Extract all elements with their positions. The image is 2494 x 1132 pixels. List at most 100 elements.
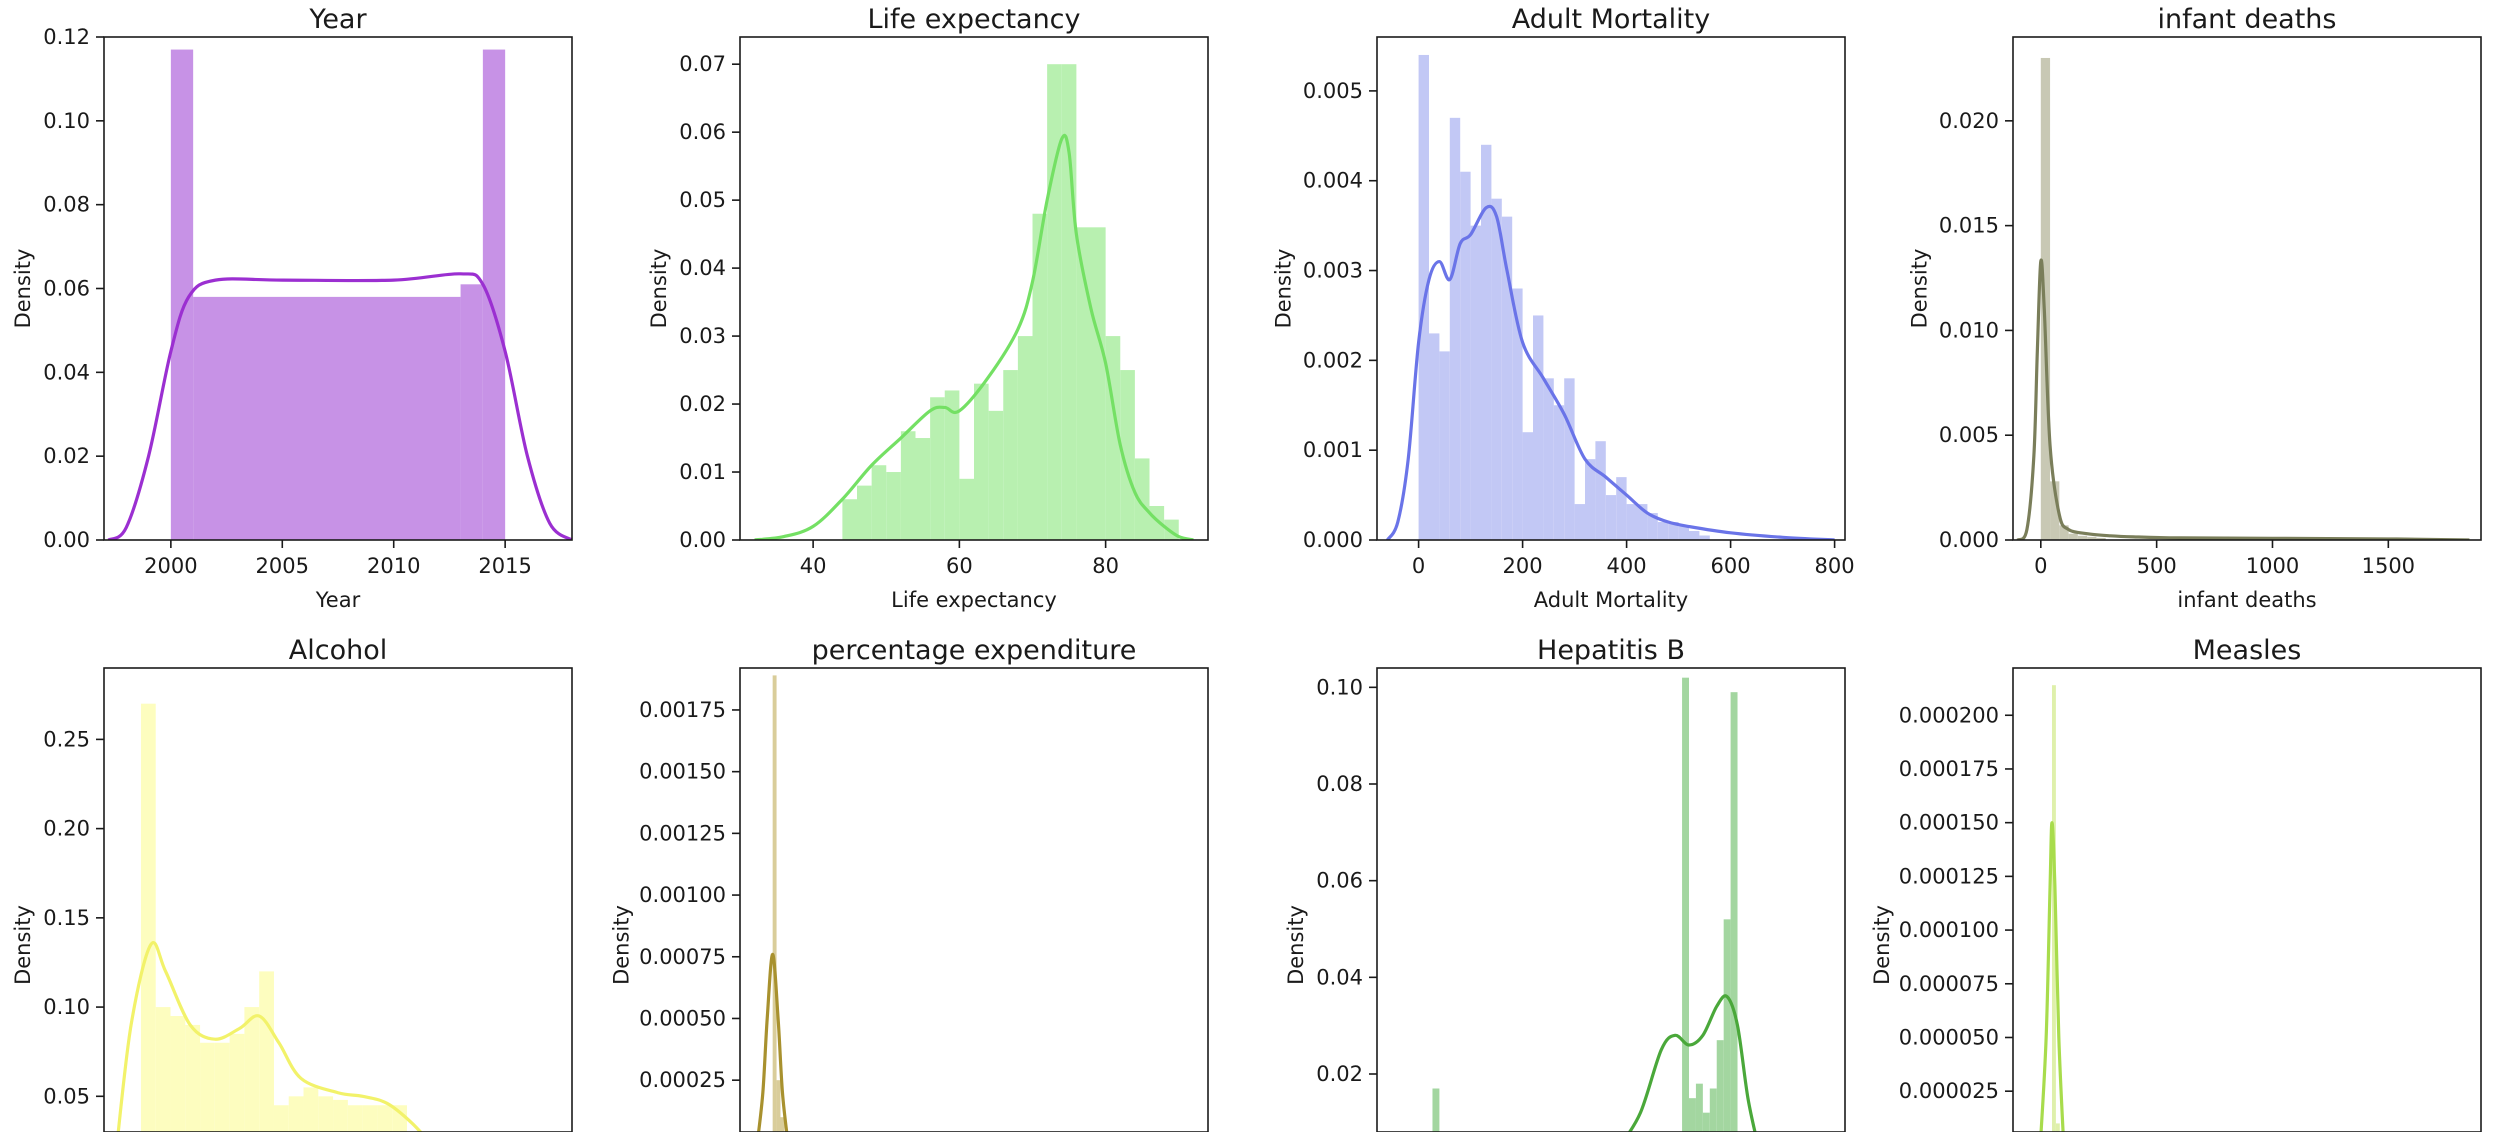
x-tick-label: 0 (1412, 554, 1425, 578)
y-tick-label: 0.04 (1316, 965, 1363, 989)
x-axis-label: infant deaths (2177, 588, 2316, 612)
histogram-bar (1657, 522, 1669, 540)
histogram-bar (1730, 692, 1738, 1132)
y-tick-label: 0.12 (43, 25, 90, 49)
y-tick-label: 0.07 (679, 52, 726, 76)
histogram-bar (303, 1087, 319, 1132)
histogram-bar (347, 1105, 363, 1132)
y-tick-label: 0.000075 (1899, 972, 1999, 996)
histogram-bar (482, 49, 506, 540)
x-axis-label: Year (315, 588, 361, 612)
histogram-bar (2050, 481, 2060, 540)
histogram-bar (1047, 64, 1062, 540)
histogram-bar (1460, 171, 1471, 540)
x-tick-label: 600 (1711, 554, 1751, 578)
histogram-bar (1709, 1088, 1717, 1132)
y-tick-label: 0.02 (43, 444, 90, 468)
histogram-bar (1564, 378, 1575, 540)
histogram-bar (1134, 458, 1150, 540)
y-tick-label: 0.005 (1939, 423, 1999, 447)
chart-title: percentage expenditure (812, 635, 1137, 666)
y-tick-label: 0.05 (679, 188, 726, 212)
chart-panel: 0.000025 0.000050 0.000075 0.000100 0.000125… (1870, 635, 2482, 1132)
axes-frame (1376, 36, 1846, 541)
x-tick-label: 40 (800, 554, 827, 578)
y-tick-label: 0.000 (1303, 528, 1363, 552)
y-tick-label: 0.02 (1316, 1062, 1363, 1086)
histogram-bar (377, 1105, 393, 1132)
histogram-bar (1637, 504, 1648, 540)
histogram-bar (1439, 351, 1450, 540)
histogram-bar (200, 1042, 215, 1132)
y-tick-label: 0.06 (1316, 869, 1363, 893)
x-tick-label: 500 (2137, 554, 2177, 578)
plot-area (1432, 677, 1757, 1132)
y-tick-label: 0.01 (679, 460, 726, 484)
histogram-bar (155, 1007, 171, 1132)
y-tick-label: 0.000150 (1899, 811, 1999, 835)
histogram-bar (244, 1007, 260, 1132)
histogram-bar (392, 1105, 407, 1132)
x-tick-label: 80 (1092, 554, 1119, 578)
histogram-bar (2096, 537, 2106, 540)
y-tick-label: 0.08 (1316, 772, 1363, 796)
chart-title: Alcohol (289, 635, 387, 666)
histogram-bar (1695, 1083, 1703, 1132)
histogram-bar (1432, 1088, 1440, 1132)
y-tick-label: 0.03 (679, 324, 726, 348)
histogram-bar (185, 1024, 201, 1132)
chart-title: Hepatitis B (1537, 635, 1685, 666)
y-tick-label: 0.000200 (1899, 703, 1999, 727)
plot-area (116, 703, 423, 1132)
plot-area (2016, 57, 2470, 540)
histogram-bar (944, 390, 960, 540)
chart-panel: 0.00 0.01 0.02 0.03 0.04 0.05 0.06 0.07 40 60 80 Li… (647, 4, 1209, 612)
chart-title: Measles (2193, 635, 2302, 666)
histogram-bar (259, 971, 274, 1132)
histogram-bar (1553, 405, 1565, 540)
x-tick-label: 60 (946, 554, 973, 578)
histogram-bar (776, 1080, 781, 1132)
kde-curve (754, 133, 1194, 540)
histogram-bar (886, 472, 901, 540)
histogram-bar (1647, 513, 1658, 540)
histogram-bar (780, 1117, 785, 1132)
histogram-bar (1522, 432, 1533, 540)
histogram-bar (988, 410, 1004, 540)
axes-frame (2012, 667, 2482, 1132)
plot-area (754, 64, 1194, 540)
histogram-bar (140, 703, 156, 1132)
y-tick-label: 0.00050 (639, 1006, 726, 1030)
histogram-bar (193, 296, 461, 540)
histogram-bar (1076, 227, 1092, 540)
histogram-bar (1689, 531, 1700, 540)
kde-curve (1386, 204, 1835, 540)
y-tick-label: 0.04 (43, 360, 90, 384)
plot-area (756, 675, 789, 1132)
axes-frame (2012, 36, 2482, 541)
histogram-bar (2055, 1123, 2060, 1132)
y-tick-label: 0.08 (43, 193, 90, 217)
histogram-bar (1689, 1098, 1696, 1132)
histogram-bar (974, 383, 989, 540)
chart-title: Adult Mortality (1512, 4, 1711, 35)
y-tick-label: 0.10 (43, 995, 90, 1019)
histogram-bar (1429, 333, 1440, 540)
kde-curve (756, 952, 789, 1132)
x-tick-label: 800 (1815, 554, 1855, 578)
histogram-bar (1017, 336, 1033, 540)
chart-panel: 0.02 0.04 0.06 0.08 0.10 Hepatitis B Density (1284, 635, 1846, 1132)
histogram-bar (214, 1042, 230, 1132)
chart-title: Year (308, 4, 367, 35)
y-axis-label: Density (11, 249, 35, 329)
histogram-bar (1723, 919, 1731, 1132)
chart-panel: 0.00025 0.00050 0.00075 0.00100 0.00125 0.001… (610, 635, 1209, 1132)
histogram-bar (2087, 536, 2097, 540)
y-axis-label: Density (1870, 905, 1894, 985)
chart-panel: 0.000 0.001 0.002 0.003 0.004 0.005 0 200 400 600… (1272, 4, 1855, 612)
histogram-bar (460, 284, 483, 540)
histogram-bar (857, 485, 872, 540)
y-tick-label: 0.06 (43, 277, 90, 301)
